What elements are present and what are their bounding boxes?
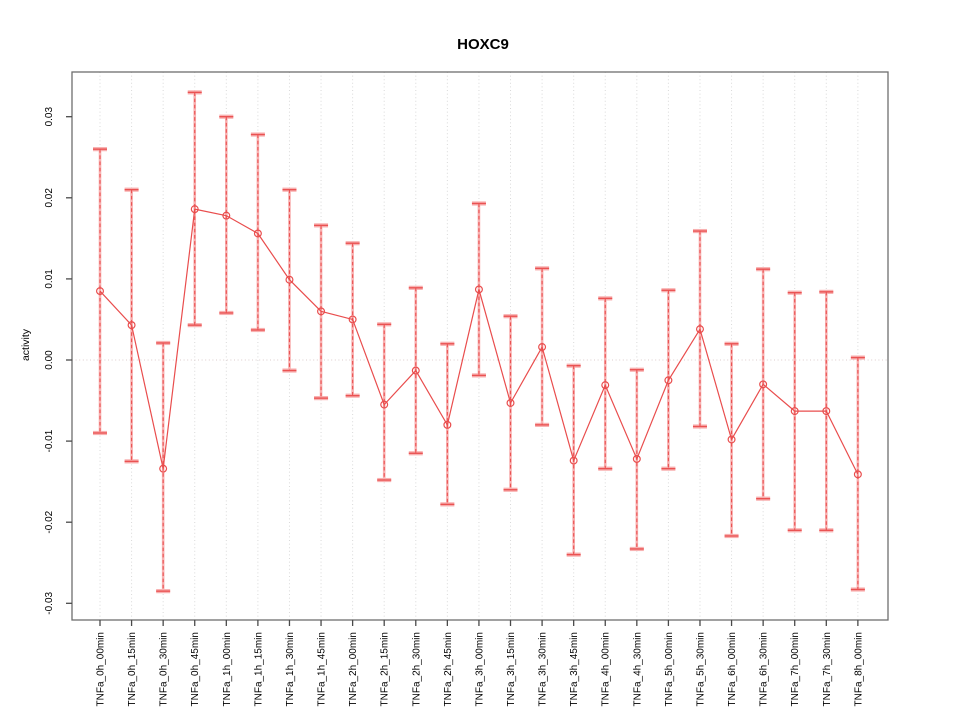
data-point: [853, 470, 862, 479]
x-tick-label: TNFa_3h_45min: [569, 632, 580, 706]
data-point: [632, 454, 641, 463]
chart-title: HOXC9: [457, 36, 509, 53]
x-tick-label: TNFa_7h_30min: [822, 632, 833, 706]
y-axis: 0.03 0.02 0.01 0.00 -0.01 -0.02 -0.03: [44, 107, 72, 615]
y-tick-label: 0.01: [44, 269, 55, 289]
data-points: [95, 205, 862, 479]
y-tick-label: -0.03: [44, 591, 55, 614]
x-tick-label: TNFa_0h_30min: [159, 632, 170, 706]
data-point: [253, 229, 262, 238]
x-tick-label: TNFa_2h_15min: [380, 632, 391, 706]
x-tick-label: TNFa_1h_15min: [253, 632, 264, 706]
data-point: [538, 343, 547, 352]
data-point: [190, 205, 199, 214]
x-tick-label: TNFa_3h_15min: [506, 632, 517, 706]
data-point: [285, 275, 294, 284]
data-point: [474, 285, 483, 294]
x-tick-label: TNFa_2h_00min: [348, 632, 359, 706]
plot-border: [71, 71, 889, 621]
x-tick-label: TNFa_2h_30min: [411, 632, 422, 706]
x-tick-label: TNFa_8h_00min: [853, 632, 864, 706]
error-bars: [93, 90, 865, 594]
x-tick-label: TNFa_5h_30min: [695, 632, 706, 706]
x-tick-label: TNFa_3h_00min: [474, 632, 485, 706]
x-tick-label: TNFa_0h_45min: [190, 632, 201, 706]
data-point: [727, 435, 736, 444]
data-point: [95, 287, 104, 296]
x-tick-label: TNFa_4h_00min: [601, 632, 612, 706]
x-tick-label: TNFa_6h_30min: [759, 632, 770, 706]
x-tick-label: TNFa_0h_00min: [96, 632, 107, 706]
x-tick-label: TNFa_2h_45min: [443, 632, 454, 706]
data-point: [759, 380, 768, 389]
data-point: [664, 376, 673, 385]
data-point: [380, 400, 389, 409]
y-axis-title: activity: [20, 328, 32, 361]
x-tick-label: TNFa_0h_15min: [127, 632, 138, 706]
x-tick-label: TNFa_4h_30min: [632, 632, 643, 706]
x-tick-label: TNFa_5h_00min: [664, 632, 675, 706]
x-tick-label: TNFa_6h_00min: [727, 632, 738, 706]
data-point: [569, 456, 578, 465]
x-tick-label: TNFa_1h_45min: [317, 632, 328, 706]
data-point: [317, 307, 326, 316]
y-tick-label: -0.01: [44, 429, 55, 452]
data-point: [506, 398, 515, 407]
data-point: [127, 321, 136, 330]
data-point: [790, 407, 799, 416]
x-tick-label: TNFa_1h_30min: [285, 632, 296, 706]
y-tick-label: -0.02: [44, 510, 55, 533]
data-line: [99, 208, 859, 475]
data-point: [822, 407, 831, 416]
x-tick-label: TNFa_1h_00min: [222, 632, 233, 706]
data-point: [695, 325, 704, 334]
x-tick-label: TNFa_3h_30min: [538, 632, 549, 706]
data-point: [159, 464, 168, 473]
plot-box: [71, 71, 889, 621]
data-point: [411, 366, 420, 375]
y-tick-label: 0.02: [44, 188, 55, 208]
data-point: [443, 420, 452, 429]
x-tick-label: TNFa_7h_00min: [790, 632, 801, 706]
data-point: [601, 381, 610, 390]
y-tick-label: 0.03: [44, 107, 55, 127]
series-line: [99, 208, 859, 475]
x-axis: TNFa_0h_00min TNFa_0h_15min TNFa_0h_30min T…: [96, 620, 864, 706]
data-point: [222, 211, 231, 220]
y-tick-label: 0.00: [44, 350, 55, 370]
data-point: [348, 315, 357, 324]
